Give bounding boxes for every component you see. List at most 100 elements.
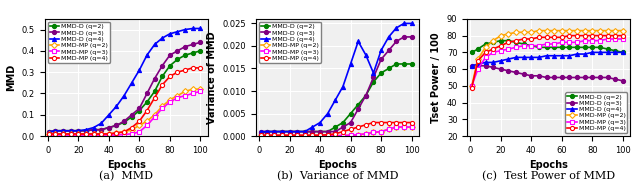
MMD-D (q=4): [468, 65, 476, 67]
MMD-MP (q=4): [512, 40, 520, 42]
MMD-D (q=2): [151, 90, 159, 92]
MMD-MP (q=4): [293, 134, 301, 136]
MMD-MP (q=3): [550, 43, 558, 45]
MMD-D (q=2): [60, 130, 67, 132]
MMD-MP (q=4): [324, 134, 332, 136]
MMD-MP (q=2): [97, 133, 105, 135]
Y-axis label: MMD: MMD: [6, 64, 16, 91]
MMD-MP (q=4): [263, 134, 271, 136]
MMD-MP (q=2): [408, 126, 415, 128]
Line: MMD-MP (q=4): MMD-MP (q=4): [470, 34, 625, 90]
MMD-MP (q=2): [67, 133, 75, 135]
MMD-D (q=4): [604, 51, 611, 53]
MMD-MP (q=3): [468, 85, 476, 87]
MMD-D (q=3): [619, 80, 627, 82]
MMD-D (q=2): [316, 130, 324, 133]
MMD-MP (q=4): [550, 36, 558, 38]
MMD-D (q=2): [535, 46, 543, 49]
MMD-D (q=4): [490, 61, 497, 64]
MMD-MP (q=3): [173, 97, 181, 99]
MMD-D (q=4): [347, 63, 355, 65]
MMD-D (q=3): [120, 120, 128, 122]
MMD-D (q=2): [490, 41, 497, 43]
MMD-MP (q=4): [173, 71, 181, 73]
MMD-D (q=4): [392, 27, 400, 29]
MMD-MP (q=4): [196, 67, 204, 69]
MMD-MP (q=2): [143, 120, 151, 122]
Line: MMD-MP (q=2): MMD-MP (q=2): [47, 87, 202, 136]
MMD-MP (q=2): [504, 33, 512, 35]
MMD-MP (q=4): [370, 121, 378, 124]
MMD-MP (q=2): [90, 133, 97, 135]
MMD-MP (q=3): [128, 133, 136, 135]
MMD-MP (q=2): [173, 94, 181, 97]
MMD-MP (q=2): [285, 135, 293, 137]
MMD-D (q=4): [257, 130, 264, 133]
MMD-D (q=3): [285, 130, 293, 133]
MMD-MP (q=3): [581, 40, 589, 42]
MMD-D (q=3): [52, 130, 60, 132]
MMD-D (q=3): [527, 75, 535, 77]
MMD-MP (q=2): [566, 29, 573, 32]
MMD-D (q=3): [271, 130, 278, 133]
MMD-D (q=4): [504, 58, 512, 60]
MMD-D (q=2): [293, 130, 301, 133]
MMD-D (q=2): [324, 130, 332, 133]
MMD-D (q=2): [482, 43, 490, 45]
MMD-D (q=4): [385, 36, 392, 38]
MMD-D (q=4): [52, 130, 60, 132]
MMD-MP (q=2): [619, 29, 627, 32]
MMD-D (q=4): [151, 43, 159, 46]
MMD-MP (q=2): [52, 133, 60, 135]
MMD-MP (q=4): [332, 133, 339, 135]
MMD-MP (q=3): [316, 135, 324, 137]
MMD-MP (q=4): [400, 121, 408, 124]
MMD-MP (q=2): [159, 105, 166, 107]
X-axis label: Epochs: Epochs: [107, 160, 146, 170]
MMD-MP (q=4): [97, 133, 105, 135]
MMD-MP (q=2): [257, 135, 264, 137]
MMD-D (q=2): [143, 101, 151, 103]
MMD-D (q=4): [60, 130, 67, 132]
MMD-MP (q=3): [504, 48, 512, 50]
MMD-D (q=4): [301, 130, 308, 133]
Line: MMD-D (q=3): MMD-D (q=3): [47, 40, 202, 134]
MMD-MP (q=3): [181, 94, 189, 97]
MMD-D (q=3): [97, 129, 105, 131]
MMD-D (q=3): [504, 70, 512, 72]
MMD-D (q=2): [385, 67, 392, 70]
MMD-MP (q=3): [263, 135, 271, 137]
MMD-D (q=4): [581, 53, 589, 55]
MMD-MP (q=3): [90, 134, 97, 136]
MMD-MP (q=2): [60, 133, 67, 135]
MMD-MP (q=4): [385, 121, 392, 124]
MMD-MP (q=2): [468, 85, 476, 87]
MMD-D (q=4): [120, 94, 128, 97]
MMD-MP (q=3): [596, 40, 604, 42]
MMD-D (q=3): [588, 76, 596, 79]
MMD-D (q=2): [550, 46, 558, 49]
MMD-MP (q=2): [316, 135, 324, 137]
MMD-D (q=4): [611, 51, 619, 53]
MMD-MP (q=3): [324, 135, 332, 137]
MMD-D (q=2): [543, 46, 550, 49]
MMD-MP (q=4): [355, 126, 362, 128]
MMD-D (q=4): [159, 37, 166, 39]
MMD-MP (q=4): [558, 36, 566, 38]
MMD-MP (q=3): [543, 43, 550, 45]
MMD-D (q=4): [512, 56, 520, 59]
MMD-D (q=2): [90, 129, 97, 131]
MMD-MP (q=3): [257, 135, 264, 137]
MMD-D (q=3): [543, 76, 550, 79]
MMD-D (q=3): [166, 54, 173, 56]
MMD-MP (q=2): [181, 90, 189, 92]
MMD-D (q=2): [504, 40, 512, 42]
MMD-MP (q=2): [82, 133, 90, 135]
MMD-D (q=3): [151, 77, 159, 80]
MMD-D (q=2): [271, 130, 278, 133]
MMD-D (q=4): [189, 27, 196, 30]
MMD-D (q=2): [573, 46, 581, 49]
MMD-MP (q=2): [581, 29, 589, 32]
MMD-D (q=4): [588, 51, 596, 53]
MMD-MP (q=3): [151, 116, 159, 118]
